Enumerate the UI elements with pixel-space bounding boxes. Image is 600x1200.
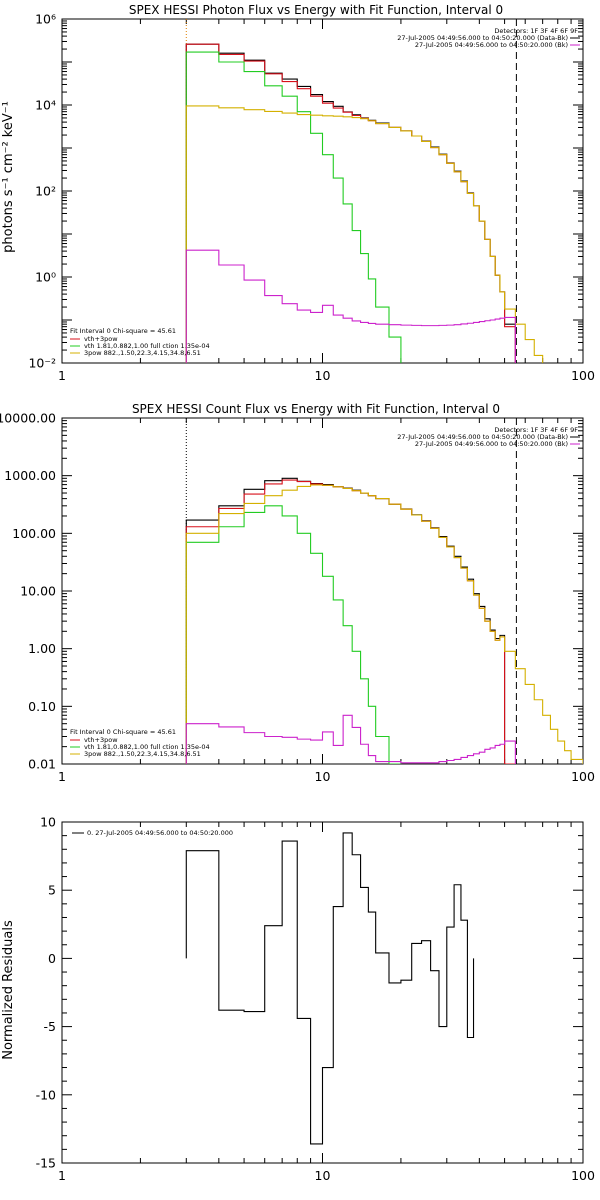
photon-legend-detectors: Detectors: 1F 3F 4F 6F 9F	[494, 27, 578, 35]
photon-panel-title: SPEX HESSI Photon Flux vs Energy with Fi…	[129, 3, 503, 17]
y-tick-label: 1000.00	[4, 468, 56, 483]
y-tick-label: 5	[48, 883, 56, 898]
y-tick-label: 10000.00	[0, 411, 56, 426]
series-residuals-line	[185, 832, 475, 1145]
series-bk-line	[185, 249, 516, 363]
x-tick-label: 10	[315, 1168, 331, 1183]
photon-legend-data-bk: 27-Jul-2005 04:49:56.000 to 04:50:20.000…	[397, 34, 568, 42]
y-tick-label: 0	[48, 951, 56, 966]
count-legend-vth: vth 1.81,0.882,1.00 full ction 1.35e-04	[84, 743, 210, 751]
residuals-panel: Normalized Residuals 0. 27-Jul-2005 04:4…	[1, 829, 233, 1060]
photon-legend-total: vth+3pow	[84, 335, 118, 343]
y-tick-label: -5	[44, 1019, 56, 1034]
count-legend-detectors: Detectors: 1F 3F 4F 6F 9F	[494, 426, 578, 434]
count-legend-bottom-left: Fit Interval 0 Chi-square = 45.61 vth+3p…	[70, 728, 210, 758]
residuals-panel-ylabel: Normalized Residuals	[1, 920, 16, 1060]
x-tick-label: 10	[315, 368, 331, 383]
photon-legend-vth: vth 1.81,0.882,1.00 full ction 1.35e-04	[84, 342, 210, 350]
photon-legend-3pow: 3pow 882.,1.50,22.3,4.15,34.8,6.51	[84, 349, 201, 357]
photon-legend-bk: 27-Jul-2005 04:49:56.000 to 04:50:20.000…	[415, 41, 568, 49]
x-tick-label: 1	[58, 769, 66, 784]
count-legend-top-right: Detectors: 1F 3F 4F 6F 9F 27-Jul-2005 04…	[397, 426, 580, 448]
x-tick-label: 100	[571, 1168, 595, 1183]
series-vth-3pow-line	[185, 479, 516, 764]
photon-legend-top-right: Detectors: 1F 3F 4F 6F 9F 27-Jul-2005 04…	[397, 27, 580, 49]
y-tick-label: 10⁶	[35, 12, 56, 27]
series-3pow-line	[185, 105, 544, 363]
series-data-bk-line	[185, 43, 516, 363]
y-tick-label: -10	[36, 1087, 56, 1102]
x-tick-label: 10	[315, 769, 331, 784]
x-tick-label: 100	[571, 769, 595, 784]
y-tick-label: 0.10	[28, 699, 56, 714]
y-tick-label: 1.00	[28, 641, 56, 656]
count-legend-bk: 27-Jul-2005 04:49:56.000 to 04:50:20.000…	[415, 440, 568, 448]
y-tick-label: 10²	[35, 184, 56, 199]
series-bk-line	[185, 714, 516, 764]
series-3pow-line	[185, 484, 583, 764]
x-tick-label: 1	[58, 1168, 66, 1183]
y-tick-label: 10⁴	[35, 98, 56, 113]
plot-area-2: 1 10 100 -15 -10 -5 0 5 10	[36, 815, 595, 1184]
residuals-legend-label: 0. 27-Jul-2005 04:49:56.000 to 04:50:20.…	[87, 829, 233, 837]
series-vth-line	[185, 51, 402, 363]
count-legend-fit: Fit Interval 0 Chi-square = 45.61	[70, 728, 176, 736]
y-tick-label: 10⁰	[35, 270, 56, 285]
count-legend-total: vth+3pow	[84, 736, 118, 744]
photon-panel-ylabel: photons s⁻¹ cm⁻² keV⁻¹	[1, 101, 16, 253]
photon-legend-bottom-left: Fit Interval 0 Chi-square = 45.61 vth+3p…	[70, 327, 210, 357]
count-legend-3pow: 3pow 882.,1.50,22.3,4.15,34.8,6.51	[84, 750, 201, 758]
series-data-bk-line	[185, 477, 516, 764]
plot-area-1: 1 10 100 0.01 0.10 1.00 10.00 100.00 1000.00 1000…	[0, 411, 595, 785]
photon-flux-panel: SPEX HESSI Photon Flux vs Energy with Fi…	[1, 3, 580, 357]
residuals-legend: 0. 27-Jul-2005 04:49:56.000 to 04:50:20.…	[72, 829, 233, 837]
y-tick-label: 10.00	[20, 584, 56, 599]
y-tick-label: 100.00	[12, 526, 56, 541]
count-legend-data-bk: 27-Jul-2005 04:49:56.000 to 04:50:20.000…	[397, 433, 568, 441]
y-tick-label: -15	[36, 1156, 56, 1171]
series-vth-line	[185, 505, 402, 764]
count-flux-panel: SPEX HESSI Count Flux vs Energy with Fit…	[70, 402, 580, 758]
photon-legend-fit: Fit Interval 0 Chi-square = 45.61	[70, 327, 176, 335]
series-vth-3pow-line	[185, 43, 516, 363]
plot-area-0: 1 10 100 10⁻² 10⁰ 10² 10⁴ 10⁶	[28, 12, 595, 384]
y-tick-label: 10⁻²	[28, 356, 56, 371]
x-tick-label: 1	[58, 368, 66, 383]
y-tick-label: 10	[40, 815, 56, 830]
x-tick-label: 100	[571, 368, 595, 383]
count-panel-title: SPEX HESSI Count Flux vs Energy with Fit…	[132, 402, 500, 416]
y-tick-label: 0.01	[28, 757, 56, 772]
